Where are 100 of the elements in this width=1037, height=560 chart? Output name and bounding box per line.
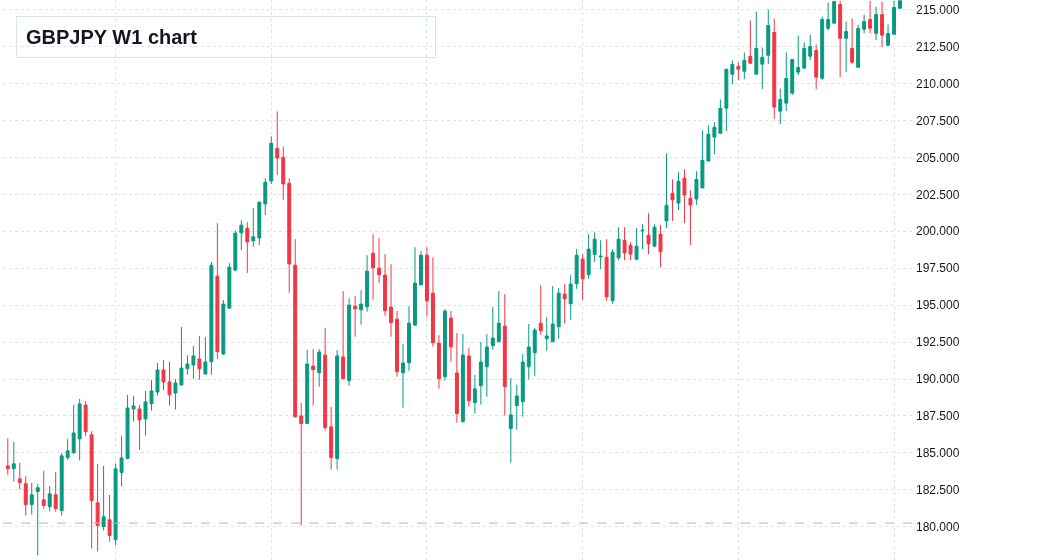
y-tick-label: 180.000	[916, 519, 960, 534]
candlestick	[305, 349, 310, 425]
candlestick	[17, 462, 22, 491]
candlestick	[772, 18, 777, 120]
candlestick	[442, 308, 447, 382]
candlestick	[71, 404, 76, 455]
candlestick	[640, 223, 645, 250]
candlestick	[556, 287, 561, 340]
candlestick	[652, 223, 657, 248]
candlestick	[604, 238, 609, 302]
candlestick	[275, 110, 280, 176]
candlestick	[413, 246, 417, 327]
candlestick	[287, 177, 292, 294]
candlestick	[347, 297, 352, 387]
y-tick-label: 202.500	[916, 187, 960, 202]
candlestick	[490, 306, 495, 351]
candlestick	[886, 24, 891, 47]
candlestick	[760, 47, 765, 90]
candlestick	[730, 59, 735, 85]
y-tick-label: 210.000	[916, 76, 960, 91]
candlestick	[257, 200, 262, 246]
y-tick-label: 212.500	[916, 39, 960, 54]
candlestick	[472, 374, 477, 415]
candlestick	[898, 0, 902, 9]
candlestick	[736, 62, 741, 81]
candlestick	[802, 42, 807, 70]
candlestick	[95, 463, 100, 552]
candlestick	[454, 332, 459, 424]
candlestick	[838, 0, 843, 78]
candlestick	[850, 18, 855, 65]
candlestick	[29, 482, 34, 515]
candlestick	[101, 465, 106, 531]
candlestick	[215, 222, 220, 360]
y-tick-label: 192.500	[916, 335, 960, 350]
candlestick	[682, 168, 687, 224]
candlestick	[5, 437, 10, 476]
candlestick	[107, 494, 112, 543]
candlestick	[269, 135, 274, 185]
candlestick	[880, 1, 885, 48]
y-tick-label: 207.500	[916, 113, 960, 128]
candlestick	[436, 334, 441, 390]
candlestick	[77, 398, 82, 462]
candlestick	[197, 335, 202, 381]
candlestick	[353, 295, 358, 338]
y-tick-label: 195.000	[916, 298, 960, 313]
candlestick	[299, 402, 304, 526]
candlestick	[892, 0, 897, 36]
candlestick	[748, 20, 753, 64]
candlestick	[430, 256, 435, 348]
candlestick	[383, 253, 388, 317]
candlestick	[341, 290, 346, 380]
candlestick	[460, 333, 465, 424]
candlestick	[478, 341, 483, 406]
candlestick	[796, 35, 801, 76]
candlestick	[448, 310, 453, 363]
candlestick	[23, 475, 28, 517]
y-tick-label: 187.500	[916, 409, 960, 424]
candlestick	[11, 441, 16, 483]
candlestick	[227, 262, 232, 310]
candlestick	[526, 323, 531, 381]
candlestick	[233, 229, 238, 272]
candlestick	[245, 221, 250, 274]
candlestick	[520, 353, 525, 418]
candlestick	[658, 224, 663, 268]
candlestick	[239, 219, 244, 251]
candlestick	[335, 349, 340, 471]
candlestick	[329, 406, 334, 471]
candlestick	[790, 59, 795, 96]
candlestick	[365, 254, 370, 313]
candlestick	[538, 284, 543, 336]
candlestick	[544, 316, 549, 352]
candlestick	[646, 212, 651, 255]
candlestick	[311, 348, 316, 407]
candlestick	[514, 384, 519, 431]
candlestick	[874, 6, 879, 41]
candlestick	[550, 285, 555, 343]
candlestick	[766, 9, 771, 65]
candlestick	[820, 16, 825, 81]
candlestick	[317, 348, 322, 388]
candlestick	[580, 253, 585, 301]
candlestick	[281, 145, 286, 201]
candlestick	[137, 404, 142, 451]
candlestick	[826, 2, 831, 31]
candlestick	[419, 250, 423, 286]
candlestick	[532, 327, 537, 377]
y-tick-label: 190.000	[916, 372, 960, 387]
y-tick-label: 205.000	[916, 150, 960, 165]
y-tick-label: 200.000	[916, 224, 960, 239]
candlestick	[65, 438, 70, 461]
candlestick	[832, 0, 837, 24]
candlestick	[221, 299, 226, 356]
candlestick	[784, 51, 789, 112]
candlestick	[59, 452, 64, 517]
candlestick	[742, 51, 747, 80]
y-tick-label: 197.500	[916, 261, 960, 276]
candlestick	[568, 274, 573, 321]
candlestick	[359, 289, 364, 326]
candlestick	[371, 233, 376, 301]
candlestick	[508, 377, 513, 464]
candlestick	[323, 327, 328, 432]
